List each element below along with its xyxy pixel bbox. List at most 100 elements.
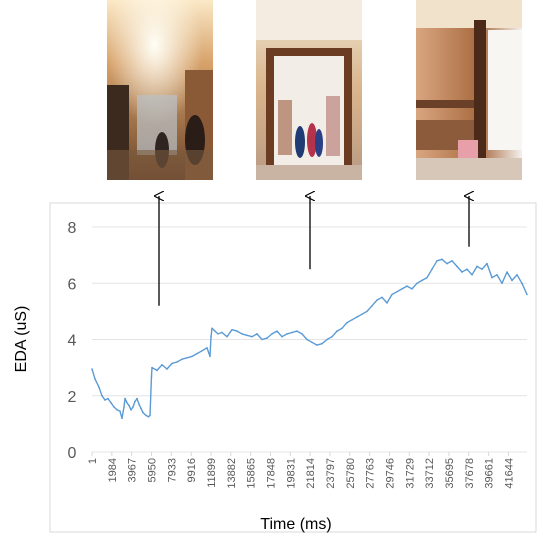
eda-data-point	[261, 338, 263, 341]
eda-data-point	[142, 411, 144, 414]
eda-data-point	[411, 288, 413, 290]
eda-data-point	[501, 282, 503, 285]
eda-data-point	[176, 361, 178, 363]
eda-data-point	[186, 356, 188, 359]
eda-data-point	[150, 375, 153, 377]
eda-data-point	[181, 358, 183, 360]
x-tick-label: 19831	[285, 458, 297, 489]
eda-data-point	[416, 282, 418, 285]
x-tick-label: 17848	[265, 458, 277, 489]
eda-data-point	[104, 399, 106, 401]
eda-data-point	[396, 290, 398, 293]
eda-data-point	[276, 330, 278, 332]
eda-data-point	[251, 335, 253, 338]
eda-data-point	[136, 397, 138, 400]
eda-data-point	[191, 355, 193, 358]
store-doorway-photo-2	[256, 0, 362, 180]
eda-data-point	[426, 276, 428, 279]
eda-data-point	[110, 401, 112, 404]
eda-data-point	[128, 404, 130, 407]
eda-data-point	[211, 327, 213, 330]
eda-data-point	[296, 330, 298, 332]
x-tick-label: 15865	[246, 458, 258, 489]
x-tick-label: 31729	[404, 458, 416, 489]
eda-data-point	[266, 337, 268, 339]
eda-data-point	[161, 364, 163, 366]
eda-data-point	[301, 333, 303, 335]
x-axis-title: Time (ms)	[260, 516, 331, 533]
x-tick-label: 7933	[166, 458, 178, 482]
eda-data-point	[149, 414, 151, 417]
eda-data-point	[138, 403, 140, 405]
eda-data-point	[101, 394, 103, 397]
eda-data-point	[476, 265, 478, 268]
eda-data-point	[506, 271, 508, 273]
eda-data-point	[341, 327, 343, 330]
eda-data-point	[436, 259, 438, 262]
eda-data-point	[306, 338, 308, 341]
eda-data-point	[271, 333, 273, 335]
x-tick-label: 41644	[503, 458, 515, 489]
eda-data-point	[119, 410, 121, 413]
x-tick-label: 21814	[305, 458, 317, 489]
eda-data-point	[331, 335, 333, 338]
x-tick-label: 37678	[464, 458, 476, 489]
eda-data-point	[366, 310, 368, 313]
eda-data-point	[147, 416, 150, 418]
eda-data-point	[256, 333, 258, 335]
eda-data-point	[201, 349, 203, 352]
eda-data-point	[116, 409, 118, 411]
eda-data-point	[401, 288, 403, 290]
x-tick-label: 5950	[146, 458, 158, 482]
eda-data-point	[231, 328, 233, 331]
eda-data-point	[521, 282, 523, 285]
x-tick-label: 25780	[345, 458, 357, 489]
eda-data-point	[171, 362, 173, 365]
eda-data-point	[446, 262, 448, 265]
eda-data-point	[496, 274, 498, 276]
eda-data-point	[91, 368, 93, 370]
x-tick-label: 3967	[127, 458, 139, 482]
eda-data-point	[145, 414, 147, 417]
eda-data-point	[156, 369, 158, 372]
eda-data-point	[466, 268, 468, 270]
eda-data-point	[326, 338, 328, 341]
eda-data-point	[346, 321, 348, 324]
eda-data-point	[214, 330, 216, 332]
eda-data-point	[134, 400, 136, 403]
x-tick-label: 9916	[186, 458, 198, 482]
y-axis-title: EDA (uS)	[13, 306, 30, 373]
eda-data-point	[516, 274, 518, 276]
x-tick-label: 1984	[107, 458, 119, 482]
eda-data-point	[441, 258, 443, 261]
eda-data-point	[376, 299, 378, 301]
eda-data-point	[126, 401, 128, 404]
eda-data-point	[94, 378, 96, 380]
eda-data-point	[361, 313, 363, 315]
eda-data-point	[386, 302, 388, 304]
eda-data-point	[481, 268, 483, 270]
eda-data-point	[246, 334, 248, 337]
chart-frame	[49, 202, 537, 533]
eda-data-point	[456, 265, 458, 268]
eda-data-point	[316, 344, 318, 346]
x-tick-label: 13882	[226, 458, 238, 489]
eda-data-point	[107, 397, 109, 400]
eda-data-point	[98, 386, 100, 389]
eda-data-point	[130, 409, 132, 411]
store-interior-photo-1	[107, 0, 213, 180]
eda-data-point	[461, 271, 463, 273]
x-tick-label: 39661	[484, 458, 496, 489]
eda-data-point	[281, 335, 283, 338]
eda-data-point	[381, 296, 383, 299]
eda-data-point	[113, 406, 115, 408]
eda-data-point	[140, 407, 142, 410]
x-tick-label: 27763	[365, 458, 377, 489]
x-tick-label: 23797	[325, 458, 337, 489]
eda-data-point	[206, 347, 208, 349]
eda-data-point	[526, 293, 528, 296]
eda-data-point	[221, 331, 223, 334]
eda-data-point	[291, 331, 293, 334]
eda-data-point	[236, 330, 238, 332]
eda-data-point	[406, 285, 408, 287]
